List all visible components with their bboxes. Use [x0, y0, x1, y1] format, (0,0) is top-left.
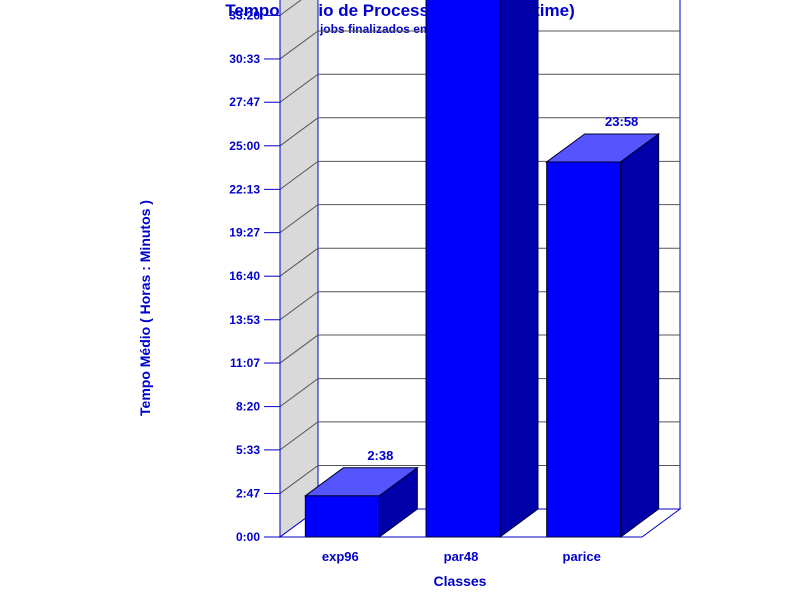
bar-par48 [425, 0, 501, 538]
y-axis-label: Tempo Médio ( Horas : Minutos ) [137, 200, 153, 416]
bar-side-par48 [499, 0, 539, 538]
y-tick-label: 19:27 [229, 226, 260, 240]
grid-line [279, 73, 680, 103]
y-tick-label: 27:47 [229, 95, 260, 109]
y-tick-label: 2:47 [236, 486, 260, 500]
y-tick-label: 33:20 [229, 8, 260, 22]
y-tick-label: 0:00 [236, 530, 260, 544]
grid-line [279, 117, 680, 147]
x-tick-label: par48 [444, 549, 479, 564]
bar-side-exp96 [378, 466, 418, 538]
y-tick-label: 8:20 [236, 400, 260, 414]
side-wall [279, 0, 319, 538]
x-tick-label: exp96 [322, 549, 359, 564]
x-tick-label: parice [563, 549, 601, 564]
y-tick-label: 13:53 [229, 313, 260, 327]
grid-line [279, 0, 302, 16]
x-axis-label: Classes [433, 573, 487, 589]
grid-line [279, 30, 680, 60]
data-label: 2:38 [367, 448, 393, 463]
y-tick-label: 5:33 [236, 443, 260, 457]
y-tick-label: 30:33 [229, 52, 260, 66]
bar-exp96 [304, 495, 380, 538]
y-tick-label: 22:13 [229, 182, 260, 196]
data-label: 23:58 [605, 114, 638, 129]
y-tick-label: 25:00 [229, 139, 260, 153]
bar-side-parice [620, 132, 660, 538]
y-tick-label: 11:07 [230, 356, 260, 370]
y-tick-label: 16:40 [229, 269, 260, 283]
bar-parice [546, 161, 622, 538]
